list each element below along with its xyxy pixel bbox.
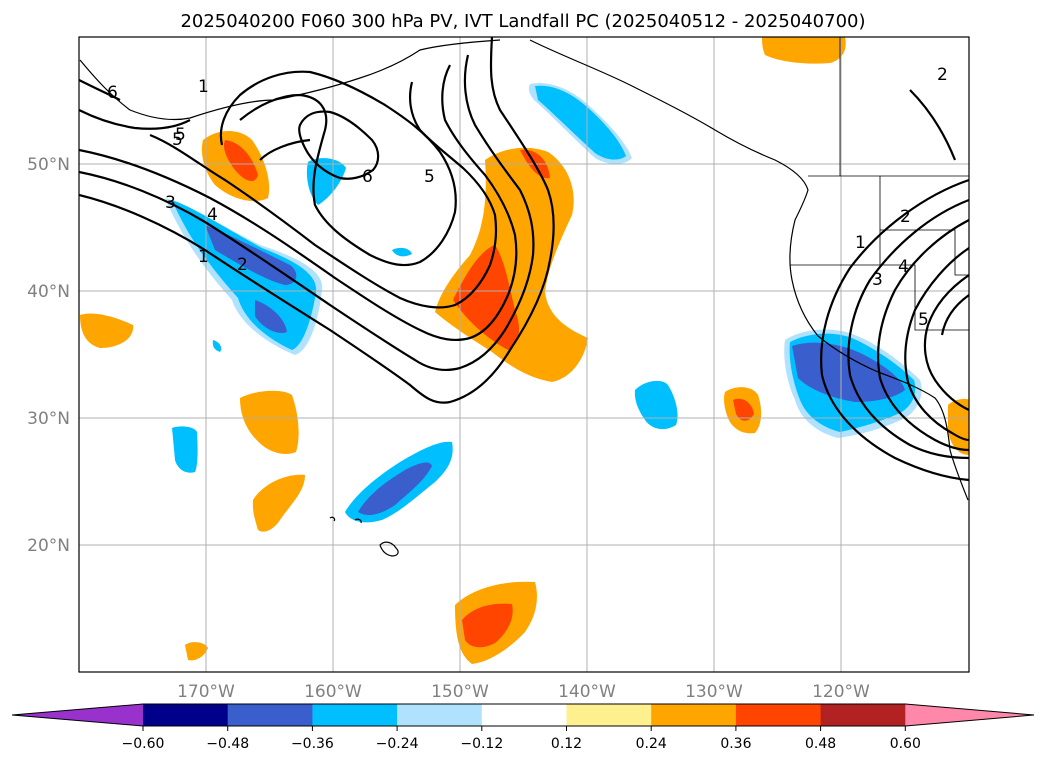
positive-anomaly-region: [733, 398, 754, 421]
pv-contour-13: [820, 178, 969, 482]
contour-label: 6: [107, 83, 118, 103]
colorbar-segment: [481, 704, 567, 726]
map-frame: [78, 36, 970, 673]
latitude-labels: 20°N 30°N 40°N 50°N: [27, 155, 70, 556]
pv-contour-4: [149, 81, 498, 309]
colorbar-segment: [143, 704, 229, 726]
colorbar-tick-label: 0.60: [890, 736, 921, 752]
colorbar-tick-label: 0.12: [551, 736, 582, 752]
positive-anomaly-region: [252, 474, 305, 532]
lon-label: 130°W: [685, 682, 743, 702]
positive-anomaly-region: [462, 603, 513, 648]
colorbar: −0.60 −0.48 −0.36 −0.24 −0.12 0.12 0.24 0.36 0.4…: [11, 703, 1035, 752]
negative-anomaly-region: [392, 247, 412, 257]
colorbar-segment: [312, 704, 398, 726]
pv-contour-3: [79, 64, 518, 341]
boundaries: [790, 37, 969, 331]
negative-anomaly-region: [205, 225, 297, 285]
pv-contour-9: [79, 79, 121, 101]
positive-anomaly-region: [240, 390, 299, 455]
lon-label: 160°W: [304, 682, 362, 702]
colorbar-tick-label: 0.24: [636, 736, 667, 752]
lon-label: 150°W: [431, 682, 489, 702]
lon-label: 120°W: [812, 682, 870, 702]
colorbar-tick-label: −0.12: [460, 736, 503, 752]
north-america-coast: [529, 39, 969, 501]
contour-label: 6: [362, 167, 373, 187]
hawaii-coast: [379, 541, 399, 557]
colorbar-tick-label: −0.48: [206, 736, 249, 752]
contour-label: 3: [165, 193, 176, 213]
colorbar-segment: [227, 704, 313, 726]
contour-label: 2: [900, 207, 911, 227]
colorbar-segment: [566, 704, 652, 726]
colorbar-tick-label: −0.60: [122, 736, 165, 752]
contour-label: 5: [424, 167, 435, 187]
negative-anomaly-region: [634, 380, 678, 430]
contour-label: 1: [198, 77, 209, 97]
contour-label: 3: [872, 270, 883, 290]
positive-anomaly-region: [80, 313, 134, 348]
lat-label: 30°N: [27, 409, 70, 429]
lat-label: 50°N: [27, 155, 70, 175]
pv-contour-7: [259, 138, 311, 161]
pv-contour-10: [847, 198, 969, 460]
pv-contour-14: [923, 274, 969, 412]
positive-anomaly-region: [453, 245, 520, 350]
contour-label: 4: [207, 205, 218, 225]
negative-anomaly-region: [535, 85, 626, 160]
lat-label: 40°N: [27, 282, 70, 302]
pv-contour-12: [904, 247, 969, 442]
pv-contour-1: [79, 37, 555, 404]
pv-contour-11: [877, 219, 969, 452]
negative-anomaly-region: [172, 426, 198, 473]
contour-label: 2: [237, 255, 248, 275]
pv-contour-15: [940, 294, 969, 336]
negative-anomaly-region: [306, 158, 346, 205]
colorbar-tick-label: −0.24: [376, 736, 419, 752]
colorbar-extend-max: [905, 704, 1034, 726]
pv-contour-8: [79, 109, 191, 130]
negative-anomaly-region: [212, 340, 222, 352]
pv-contour-2: [79, 54, 535, 371]
contour-label: 5: [172, 130, 183, 150]
colorbar-tick-label: 0.36: [720, 736, 751, 752]
contour-label: 5: [175, 125, 186, 145]
contour-label: 1: [855, 233, 866, 253]
colorbar-segment: [397, 704, 483, 726]
lon-label: 170°W: [177, 682, 235, 702]
colorbar-segment: [820, 704, 906, 726]
negative-anomaly-region: [358, 462, 432, 516]
colorbar-extend-min: [12, 704, 143, 726]
colorbar-segment: [651, 704, 737, 726]
map-panel: 6 5 1 5 6 5 3 4 1 2 1 2 3 4 5 2: [78, 36, 970, 673]
lat-label: 20°N: [27, 536, 70, 556]
colorbar-tick-label: 0.48: [805, 736, 836, 752]
colorbar-tick-label: −0.36: [291, 736, 334, 752]
figure-title: 2025040200 F060 300 hPa PV, IVT Landfall…: [180, 11, 865, 32]
pv-contour-5: [219, 70, 457, 267]
pv-contour-16: [909, 89, 957, 161]
negative-anomaly-region: [255, 300, 287, 334]
contour-label: 1: [198, 247, 209, 267]
pv-contours: [79, 37, 969, 482]
contour-labels: 6 5 1 5 6 5 3 4 1 2 1 2 3 4 5 2: [107, 65, 948, 330]
positive-anomaly-region: [185, 642, 208, 661]
positive-anomaly-region: [224, 140, 258, 182]
longitude-labels: 170°W 160°W 150°W 140°W 130°W 120°W: [177, 682, 870, 702]
contour-label: 2: [937, 65, 948, 85]
lon-label: 140°W: [558, 682, 616, 702]
positive-anomaly-region: [948, 398, 969, 455]
positive-anomaly-region: [762, 37, 846, 64]
contour-label: 4: [898, 257, 909, 277]
shaded-field: [80, 37, 969, 664]
colorbar-segment: [735, 704, 822, 726]
contour-label: 5: [918, 310, 929, 330]
pv-contour-6: [298, 110, 380, 180]
